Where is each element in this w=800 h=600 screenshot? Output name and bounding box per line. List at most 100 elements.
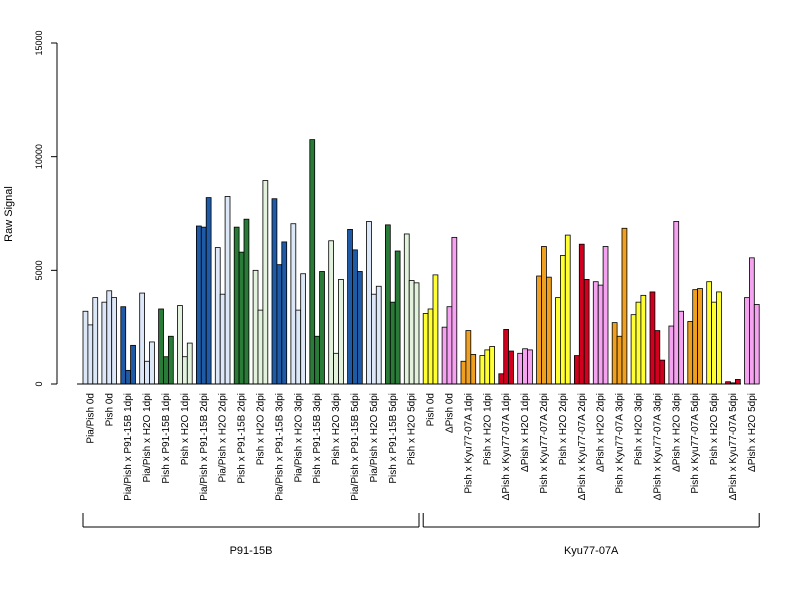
bar (687, 321, 694, 385)
category-label: Pia/Pish 0d (85, 393, 96, 444)
bar (144, 360, 150, 385)
bar (432, 274, 439, 385)
bar (252, 269, 259, 385)
bar (87, 324, 94, 385)
category-label: ΔPish x H2O 5dpi (747, 393, 758, 472)
bar (139, 292, 145, 385)
category-label: Pia/Pish x P91-15B 5dpi (350, 393, 361, 501)
category-label: Pish x Kyu77-07A 2dpi (539, 393, 550, 494)
bar (389, 301, 396, 385)
y-tick-label: 5000 (34, 260, 44, 280)
bar (630, 314, 637, 385)
category-label: Pish x Kyu77-07A 5dpi (690, 393, 701, 494)
bar (744, 297, 750, 385)
bar (130, 344, 136, 385)
bar (262, 180, 269, 385)
category-label: Pish x H2O 1dpi (482, 393, 493, 465)
bar (659, 359, 666, 385)
bar (697, 288, 703, 385)
bar (489, 346, 496, 385)
bar (300, 273, 307, 385)
category-label: Pish x Kyu77-07A 3dpi (615, 393, 626, 494)
bar (281, 241, 288, 385)
category-label: ΔPish x Kyu77-07A 5dpi (728, 393, 739, 500)
y-tick-label: 10000 (34, 144, 44, 169)
bar (186, 342, 193, 385)
bar (749, 257, 755, 385)
bar (678, 310, 685, 385)
bar (611, 322, 618, 385)
bar (125, 369, 131, 385)
bar (692, 289, 699, 385)
bar (106, 290, 113, 385)
bar (120, 306, 127, 385)
bar (163, 356, 169, 385)
category-label: Pia/Pish x P91-15B 2dpi (199, 393, 210, 501)
bar (375, 285, 382, 385)
category-label: ΔPish x H2O 3dpi (671, 393, 682, 472)
category-labels: Pia/Pish 0d Pish 0d Pia/Pish x P91-15B 1dp… (85, 393, 758, 501)
bar (508, 350, 514, 385)
bar (451, 236, 458, 385)
category-label: Pia/Pish x H2O 5dpi (369, 393, 380, 483)
category-label: ΔPish 0d (444, 393, 455, 433)
bar (167, 335, 174, 385)
bar (711, 301, 717, 385)
bar (484, 349, 491, 385)
category-label: Pish x H2O 2dpi (255, 393, 266, 465)
bar (257, 309, 264, 385)
bar (101, 301, 108, 385)
bar (753, 304, 760, 385)
bar (716, 291, 722, 385)
bar (219, 293, 226, 385)
category-label: Pish x P91-15B 3dpi (312, 393, 323, 484)
category-label: ΔPish x Kyu77-07A 2dpi (577, 393, 588, 500)
group-label: P91-15B (230, 545, 273, 557)
bar (673, 221, 680, 385)
bar (233, 226, 240, 385)
bar (177, 305, 183, 385)
bar (541, 246, 547, 385)
category-label: Pish x H2O 5dpi (709, 393, 720, 465)
category-label: Pish 0d (426, 393, 437, 426)
bar (181, 356, 188, 385)
bar (276, 264, 283, 385)
bar (578, 243, 585, 385)
category-label: Pia/Pish x H2O 1dpi (142, 393, 153, 483)
group-label: Kyu77-07A (564, 545, 619, 557)
bar (735, 379, 741, 385)
bar (92, 297, 99, 385)
bars (82, 139, 760, 385)
category-label: ΔPish x Kyu77-07A 3dpi (652, 393, 663, 500)
category-label: Pish 0d (104, 393, 115, 426)
bar (527, 349, 533, 385)
bar (384, 224, 391, 385)
category-label: ΔPish x H2O 1dpi (520, 393, 531, 472)
bar (583, 279, 590, 385)
bar (149, 341, 155, 385)
bar (640, 294, 647, 385)
bar (479, 355, 486, 385)
bar (522, 348, 528, 385)
bar (560, 255, 566, 385)
y-axis: 0 5000 10000 15000 (34, 30, 58, 387)
y-tick-label: 15000 (34, 30, 44, 55)
bar (654, 330, 661, 385)
bar (328, 240, 335, 385)
category-label: Pish x P91-15B 2dpi (237, 393, 248, 484)
bar (309, 139, 316, 385)
bar (668, 325, 675, 385)
bar (290, 223, 297, 385)
bar (413, 282, 420, 385)
category-label: Pish x P91-15B 1dpi (161, 393, 172, 484)
bar (441, 326, 448, 385)
category-label: Pia/Pish x P91-15B 1dpi (123, 393, 134, 501)
bar (319, 271, 325, 385)
bar (356, 271, 363, 385)
bar (271, 198, 278, 385)
bar (347, 229, 353, 385)
bar (498, 373, 505, 385)
bar (555, 297, 561, 385)
bar (338, 279, 344, 385)
bar (446, 306, 453, 385)
